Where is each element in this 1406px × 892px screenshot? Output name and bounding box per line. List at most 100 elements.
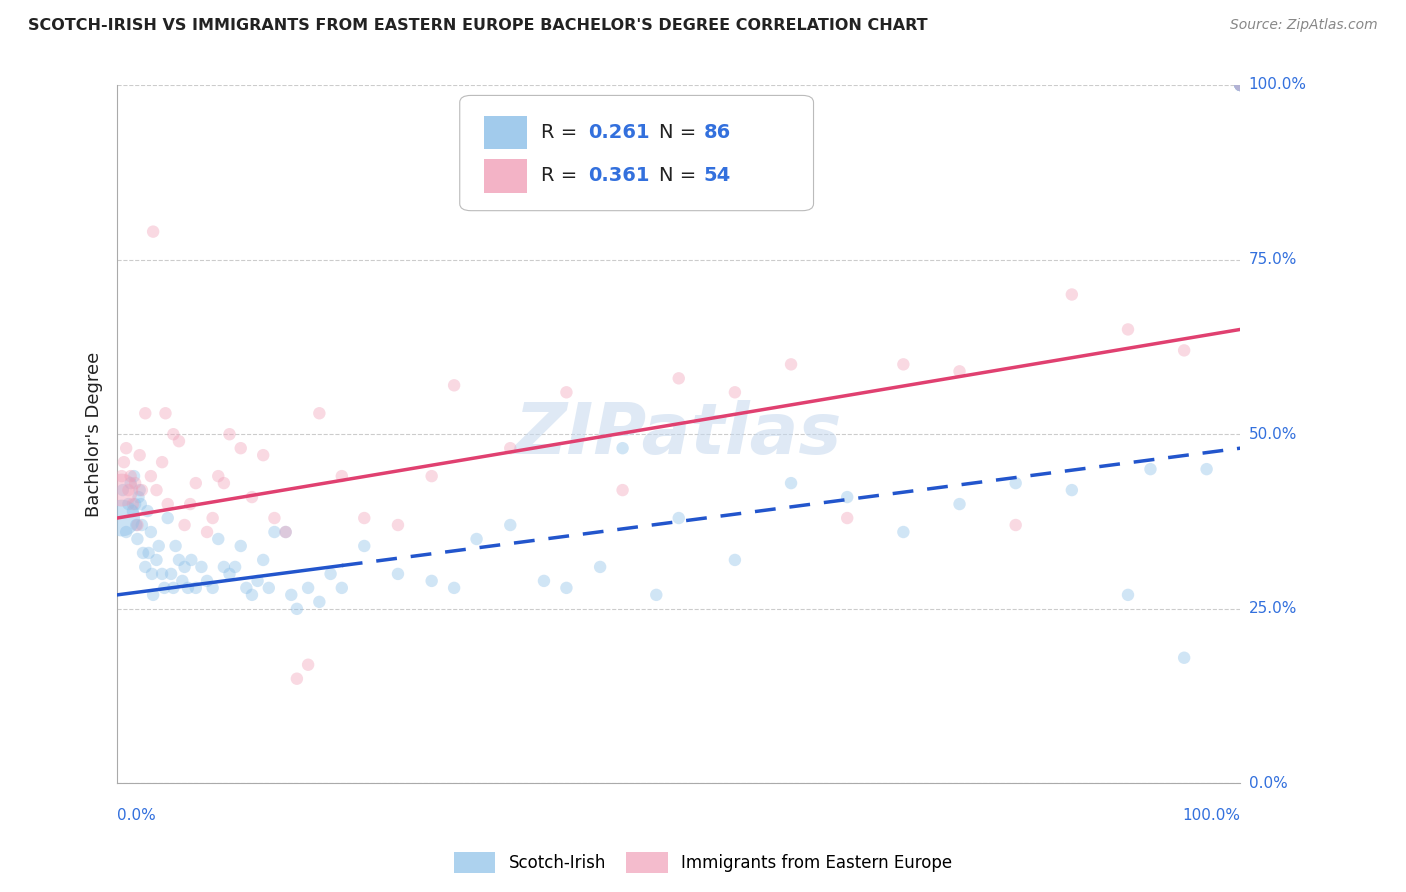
Point [218,566,240,581]
Point [190,560,212,574]
Text: 75.0%: 75.0% [1249,252,1296,267]
Point [111,483,134,497]
Text: SCOTCH-IRISH VS IMMIGRANTS FROM EASTERN EUROPE BACHELOR'S DEGREE CORRELATION CHA: SCOTCH-IRISH VS IMMIGRANTS FROM EASTERN … [28,18,928,33]
Point [948,364,970,378]
Point [1173,650,1195,665]
Point [229,539,252,553]
Point [297,657,319,672]
Point [1173,343,1195,358]
Point [280,588,302,602]
Point [173,518,195,533]
Point [893,357,915,371]
Point [274,524,297,539]
Point [499,441,522,455]
Point [948,497,970,511]
Point [139,469,162,483]
Point [112,455,135,469]
Point [1116,322,1139,336]
Point [195,524,218,539]
Point [420,574,443,588]
Point [173,560,195,574]
Point [1060,483,1083,497]
Point [837,490,859,504]
Point [212,560,235,574]
Text: R =: R = [540,123,583,142]
Point [207,469,229,483]
Point [150,566,173,581]
Text: 100.0%: 100.0% [1182,808,1240,823]
Point [180,553,202,567]
FancyBboxPatch shape [485,159,527,193]
Point [111,483,134,497]
Point [263,524,285,539]
Point [1229,78,1251,92]
Point [129,497,152,511]
Point [124,497,146,511]
Point [134,406,156,420]
Point [499,518,522,533]
Point [167,553,190,567]
Point [127,532,149,546]
Point [724,553,747,567]
Point [125,518,148,533]
Point [1060,287,1083,301]
Point [207,532,229,546]
Text: 54: 54 [703,166,731,186]
Point [184,581,207,595]
Point [319,566,342,581]
Point [285,672,308,686]
Point [257,581,280,595]
Point [142,225,165,239]
Point [155,406,177,420]
Point [165,539,187,553]
Text: 86: 86 [703,123,731,142]
Point [167,434,190,449]
Point [218,427,240,442]
Point [420,469,443,483]
Text: 50.0%: 50.0% [1249,426,1296,442]
Point [285,602,308,616]
Point [138,546,160,560]
Point [115,441,138,455]
Text: N =: N = [658,166,702,186]
Point [117,483,139,497]
Point [111,469,134,483]
Point [141,566,163,581]
Point [330,469,353,483]
Point [668,371,690,385]
Point [134,560,156,574]
Point [555,581,578,595]
Point [131,518,153,533]
Point [132,546,155,560]
Point [1116,588,1139,602]
Point [162,427,184,442]
Point [837,511,859,525]
Point [115,524,138,539]
Legend: Scotch-Irish, Immigrants from Eastern Europe: Scotch-Irish, Immigrants from Eastern Eu… [447,846,959,880]
Point [387,518,409,533]
Point [128,490,150,504]
Point [128,483,150,497]
Point [668,511,690,525]
Point [131,483,153,497]
Point [111,511,134,525]
Point [1229,78,1251,92]
Point [724,385,747,400]
Text: 100.0%: 100.0% [1249,78,1306,93]
Text: 0.361: 0.361 [588,166,650,186]
Point [353,511,375,525]
Point [1229,78,1251,92]
Point [308,595,330,609]
Point [139,524,162,539]
Point [252,448,274,462]
Point [443,581,465,595]
Point [160,566,183,581]
Point [1195,462,1218,476]
Point [1004,518,1026,533]
Point [297,581,319,595]
Point [184,476,207,491]
Point [172,574,194,588]
Point [780,476,803,491]
Point [145,553,167,567]
Point [145,483,167,497]
